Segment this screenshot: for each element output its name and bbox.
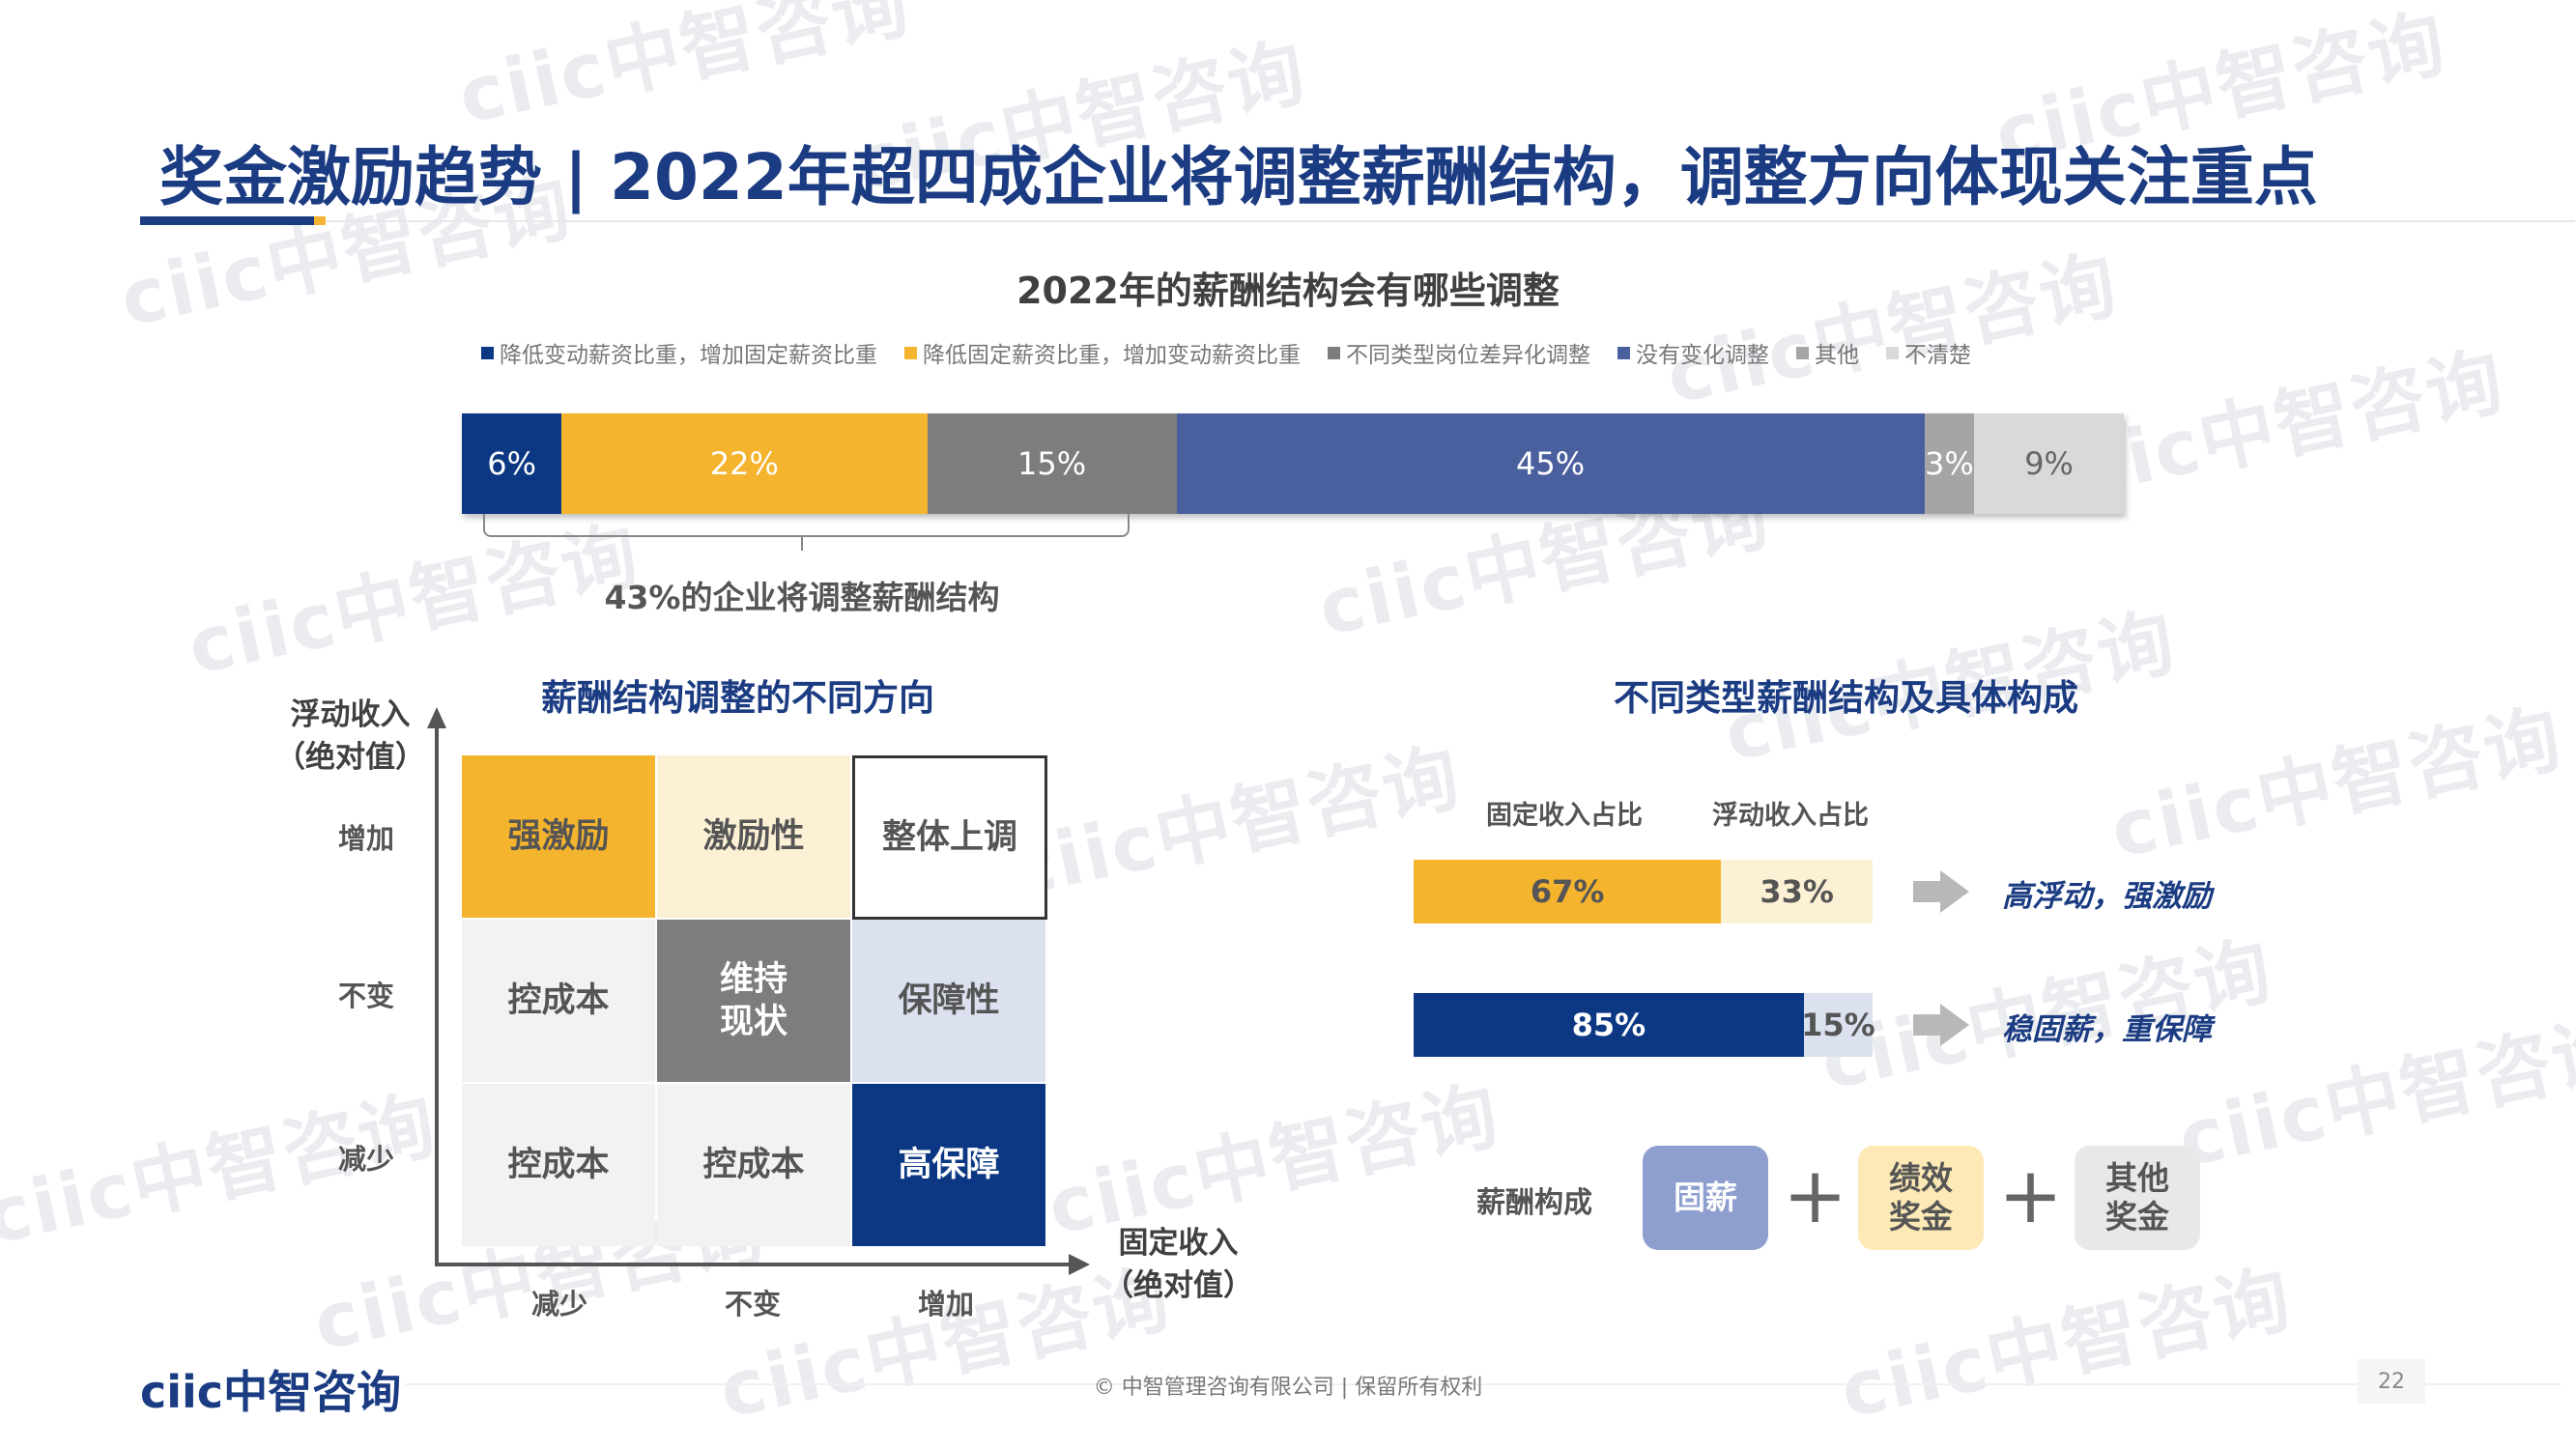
structure-title: 不同类型薪酬结构及具体构成 [1614, 677, 2078, 719]
bar-segment-label: 6% [487, 445, 536, 482]
float-segment: 15% [1801, 993, 1875, 1057]
matrix-y-axis [435, 724, 439, 1265]
composition-label: 薪酬构成 [1476, 1186, 1592, 1220]
float-share-header: 浮动收入占比 [1712, 801, 1869, 831]
matrix-row-label: 减少 [338, 1143, 395, 1176]
bar-segment-label: 15% [1017, 445, 1087, 482]
legend-swatch [1617, 346, 1630, 359]
matrix-cell: 激励性 [657, 755, 850, 918]
bar-segment-label: 45% [1516, 445, 1586, 482]
matrix-cell: 控成本 [462, 920, 655, 1082]
brace-tick [801, 535, 803, 551]
stacked-bar: 6% 22% 15% 45% 3% 9% [462, 413, 2124, 514]
matrix-row-label: 不变 [338, 980, 395, 1012]
title-accent-bar [140, 216, 314, 225]
matrix-cell: 整体上调 [852, 755, 1047, 920]
matrix-col-label: 增加 [918, 1288, 975, 1321]
bar-segment-label: 3% [1924, 445, 1974, 482]
right-arrow-icon [1913, 1004, 1969, 1046]
legend-item: 其他 [1796, 336, 1859, 369]
bar-segment: 45% [1176, 413, 1925, 514]
legend-swatch [1886, 346, 1899, 359]
legend-swatch [481, 346, 494, 359]
brace-annotation: 43%的企业将调整薪酬结构 [604, 579, 1000, 616]
matrix-y-axis-arrow [427, 707, 446, 728]
legend-label: 降低固定薪资比重，增加变动薪资比重 [923, 343, 1301, 368]
brace-bracket [483, 514, 1130, 537]
bar-segment: 6% [462, 413, 562, 514]
matrix-title: 薪酬结构调整的不同方向 [541, 677, 934, 719]
matrix-cell: 控成本 [462, 1084, 655, 1246]
fixed-share-header: 固定收入占比 [1486, 801, 1643, 831]
matrix-x-axis-label: 固定收入 （绝对值） [1103, 1226, 1253, 1303]
matrix-col-label: 减少 [531, 1288, 588, 1321]
pay-component-box: 固薪 [1643, 1146, 1768, 1250]
plus-icon: + [1998, 1151, 2064, 1240]
right-arrow-icon [1913, 870, 1969, 913]
bar-segment-label: 9% [2024, 445, 2074, 482]
watermark: ciic中智咨询 [1002, 733, 1469, 915]
matrix-row-label: 增加 [338, 822, 395, 855]
chart-title: 2022年的薪酬结构会有哪些调整 [1016, 270, 1560, 312]
title-accent-bar [314, 216, 326, 225]
page-title: 奖金激励趋势 | 2022年超四成企业将调整薪酬结构，调整方向体现关注重点 [159, 140, 2318, 214]
legend-item: 降低固定薪资比重，增加变动薪资比重 [904, 336, 1301, 369]
legend-label: 不清楚 [1904, 343, 1971, 368]
matrix-x-axis-arrow [1069, 1254, 1090, 1275]
fixed-segment: 85% [1414, 993, 1804, 1057]
fixed-segment: 67% [1414, 860, 1722, 923]
matrix-cell: 强激励 [462, 755, 655, 918]
legend-item: 不清楚 [1886, 336, 1971, 369]
watermark: ciic中智咨询 [1833, 1255, 2300, 1436]
legend-label: 没有变化调整 [1636, 343, 1769, 368]
structure-bar: 67% 33% [1414, 860, 1873, 923]
legend-label: 其他 [1815, 343, 1859, 368]
pay-component-box: 绩效 奖金 [1858, 1146, 1984, 1250]
structure-bar: 85% 15% [1414, 993, 1875, 1057]
matrix-cell: 保障性 [852, 920, 1045, 1082]
footer-divider [406, 1383, 2561, 1385]
plus-icon: + [1783, 1151, 1848, 1240]
title-divider [140, 220, 2575, 222]
pay-component-box: 其他 奖金 [2075, 1146, 2200, 1250]
watermark: ciic中智咨询 [2104, 695, 2570, 876]
float-segment: 33% [1721, 860, 1873, 923]
legend-item: 不同类型岗位差异化调整 [1328, 336, 1590, 369]
structure-description: 稳固薪，重保障 [2002, 1012, 2212, 1047]
matrix-col-label: 不变 [725, 1288, 782, 1321]
legend-item: 降低变动薪资比重，增加固定薪资比重 [481, 336, 877, 369]
page-number: 22 [2358, 1359, 2425, 1404]
watermark: ciic中智咨询 [451, 0, 918, 142]
chart-legend: 降低变动薪资比重，增加固定薪资比重 降低固定薪资比重，增加变动薪资比重 不同类型岗位… [481, 336, 1998, 369]
legend-swatch [904, 346, 917, 359]
legend-item: 没有变化调整 [1617, 336, 1769, 369]
matrix-cell: 高保障 [852, 1084, 1045, 1246]
copyright-text: © 中智管理咨询有限公司 | 保留所有权利 [1093, 1376, 1483, 1400]
matrix-y-axis-label: 浮动收入 （绝对值） [275, 697, 425, 775]
structure-description: 高浮动，强激励 [2002, 879, 2212, 914]
watermark: ciic中智咨询 [1659, 241, 2126, 422]
bar-segment: 15% [927, 413, 1177, 514]
watermark: ciic中智咨询 [2171, 1004, 2576, 1185]
legend-label: 降低变动薪资比重，增加固定薪资比重 [500, 343, 877, 368]
matrix-cell: 维持 现状 [657, 920, 850, 1082]
bar-segment: 22% [561, 413, 928, 514]
matrix-cell: 控成本 [657, 1084, 850, 1246]
legend-label: 不同类型岗位差异化调整 [1346, 343, 1590, 368]
bar-segment: 3% [1924, 413, 1975, 514]
matrix-x-axis [435, 1263, 1073, 1266]
legend-swatch [1796, 346, 1809, 359]
ciic-logo: ciic中智咨询 [140, 1366, 402, 1418]
bar-segment: 9% [1974, 413, 2124, 514]
bar-segment-label: 22% [709, 445, 779, 482]
legend-swatch [1328, 346, 1340, 359]
